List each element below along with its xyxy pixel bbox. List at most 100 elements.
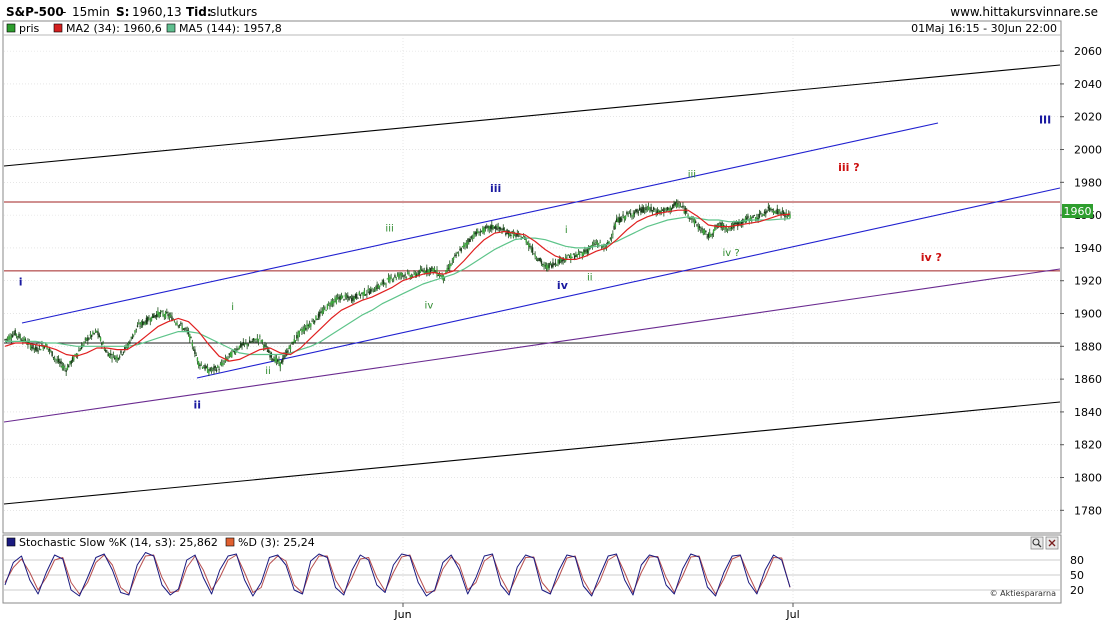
price-candle-body (51, 351, 53, 357)
price-candle-body (378, 285, 381, 287)
price-candle-body (372, 291, 374, 293)
price-candle-body (89, 334, 92, 336)
price-candle-body (567, 254, 569, 256)
price-candle-body (544, 265, 547, 267)
price-candle-body (205, 366, 208, 368)
price-candle-body (610, 237, 613, 239)
stochastic-series (4, 552, 791, 597)
price-candle-body (46, 345, 48, 350)
stochastic-legend: Stochastic Slow %K (14, s3): 25,862 %D (… (6, 536, 315, 549)
price-candle-body (163, 315, 165, 317)
magnifier-icon-handle[interactable] (1037, 543, 1042, 548)
price-candle-body (4, 339, 6, 341)
price-candle-body (780, 212, 782, 216)
website-label[interactable]: www.hittakursvinnare.se (950, 5, 1098, 19)
price-candle-body (401, 274, 404, 276)
price-candle-body (669, 206, 671, 211)
price-candle-body (19, 336, 21, 338)
price-candle-body (358, 292, 360, 295)
price-candle-body (638, 208, 641, 211)
purple-support-trendline (3, 268, 1061, 423)
price-candle-body (782, 211, 785, 215)
stoch-d-swatch (225, 537, 235, 547)
price-candle-body (426, 267, 428, 273)
price-candle-body (13, 333, 15, 335)
price-candle-body (167, 313, 169, 317)
price-candle-body (166, 311, 168, 314)
price-candle-body (292, 341, 294, 345)
price-candle-body (465, 243, 468, 245)
price-candle-body (595, 242, 597, 244)
price-candle-body (275, 357, 278, 362)
price-candle-body (628, 212, 631, 214)
price-candle-body (511, 231, 513, 233)
price-candle-body (784, 213, 786, 218)
price-candle-body (673, 203, 675, 207)
price-candle-body (375, 287, 377, 291)
price-candle-body (66, 366, 69, 370)
last-price-badge-bg (1062, 204, 1093, 218)
wave-label: ii (265, 366, 271, 377)
price-candle-body (29, 345, 32, 349)
price-candle-body (399, 275, 401, 277)
price-candle-body (50, 350, 52, 352)
price-candle-body (696, 224, 698, 226)
price-candle-body (767, 206, 770, 209)
magnifier-button[interactable] (1030, 536, 1044, 550)
price-candle-body (71, 357, 74, 362)
price-candle-body (10, 337, 13, 339)
price-candle-body (725, 226, 727, 230)
price-candle-body (650, 206, 652, 212)
price-candle-body (723, 225, 725, 227)
price-candle-body (463, 244, 465, 248)
price-candle-body (246, 343, 248, 346)
price-candle-body (33, 348, 36, 349)
price-candle-body (660, 210, 662, 212)
price-candle-body (688, 217, 691, 219)
price-candle-body (575, 255, 577, 257)
price-candle-body (756, 217, 758, 219)
price-candle-body (252, 338, 255, 341)
price-candle-body (489, 226, 492, 229)
price-candle-body (418, 270, 420, 275)
interval-label: 15min (72, 5, 110, 19)
price-candle-body (52, 357, 55, 358)
price-candle-body (394, 275, 396, 278)
price-candle-body (169, 315, 172, 317)
price-candle-body (410, 275, 413, 279)
price-candle-body (396, 274, 399, 276)
price-candle-body (752, 215, 754, 219)
price-candle-body (553, 263, 555, 265)
price-candle-body (78, 350, 80, 352)
price-candle-body (596, 242, 599, 245)
price-candle-body (47, 348, 50, 350)
price-candle-body (80, 345, 83, 350)
price-candle-body (738, 221, 740, 226)
price-candle-body (470, 236, 473, 238)
price-candle-body (191, 342, 194, 346)
price-candle-body (413, 272, 415, 274)
price-candle-body (757, 217, 759, 220)
price-candle-body (264, 344, 266, 347)
price-candle-body (139, 325, 141, 327)
price-candle-body (483, 227, 485, 233)
price-candle-body (573, 255, 576, 260)
price-candle-body (73, 356, 75, 361)
ma-long-line (5, 216, 791, 356)
price-candle-body (45, 342, 47, 348)
price-candle-body (345, 297, 348, 298)
price-candle-body (343, 299, 345, 301)
close-button[interactable] (1045, 536, 1059, 550)
price-candle-body (621, 218, 623, 221)
price-candle-body (522, 235, 525, 237)
price-candle-body (373, 290, 376, 292)
magnifier-icon[interactable] (1032, 538, 1040, 546)
price-candle-body (622, 214, 624, 216)
price-candle-body (492, 225, 494, 229)
price-candle-body (498, 227, 501, 230)
price-candle-body (435, 271, 437, 273)
stochastic-grid (4, 537, 1060, 602)
close-icon-stroke[interactable] (1048, 539, 1056, 547)
y-tick-label: 1980 (1074, 176, 1102, 189)
price-candle-body (539, 258, 541, 262)
